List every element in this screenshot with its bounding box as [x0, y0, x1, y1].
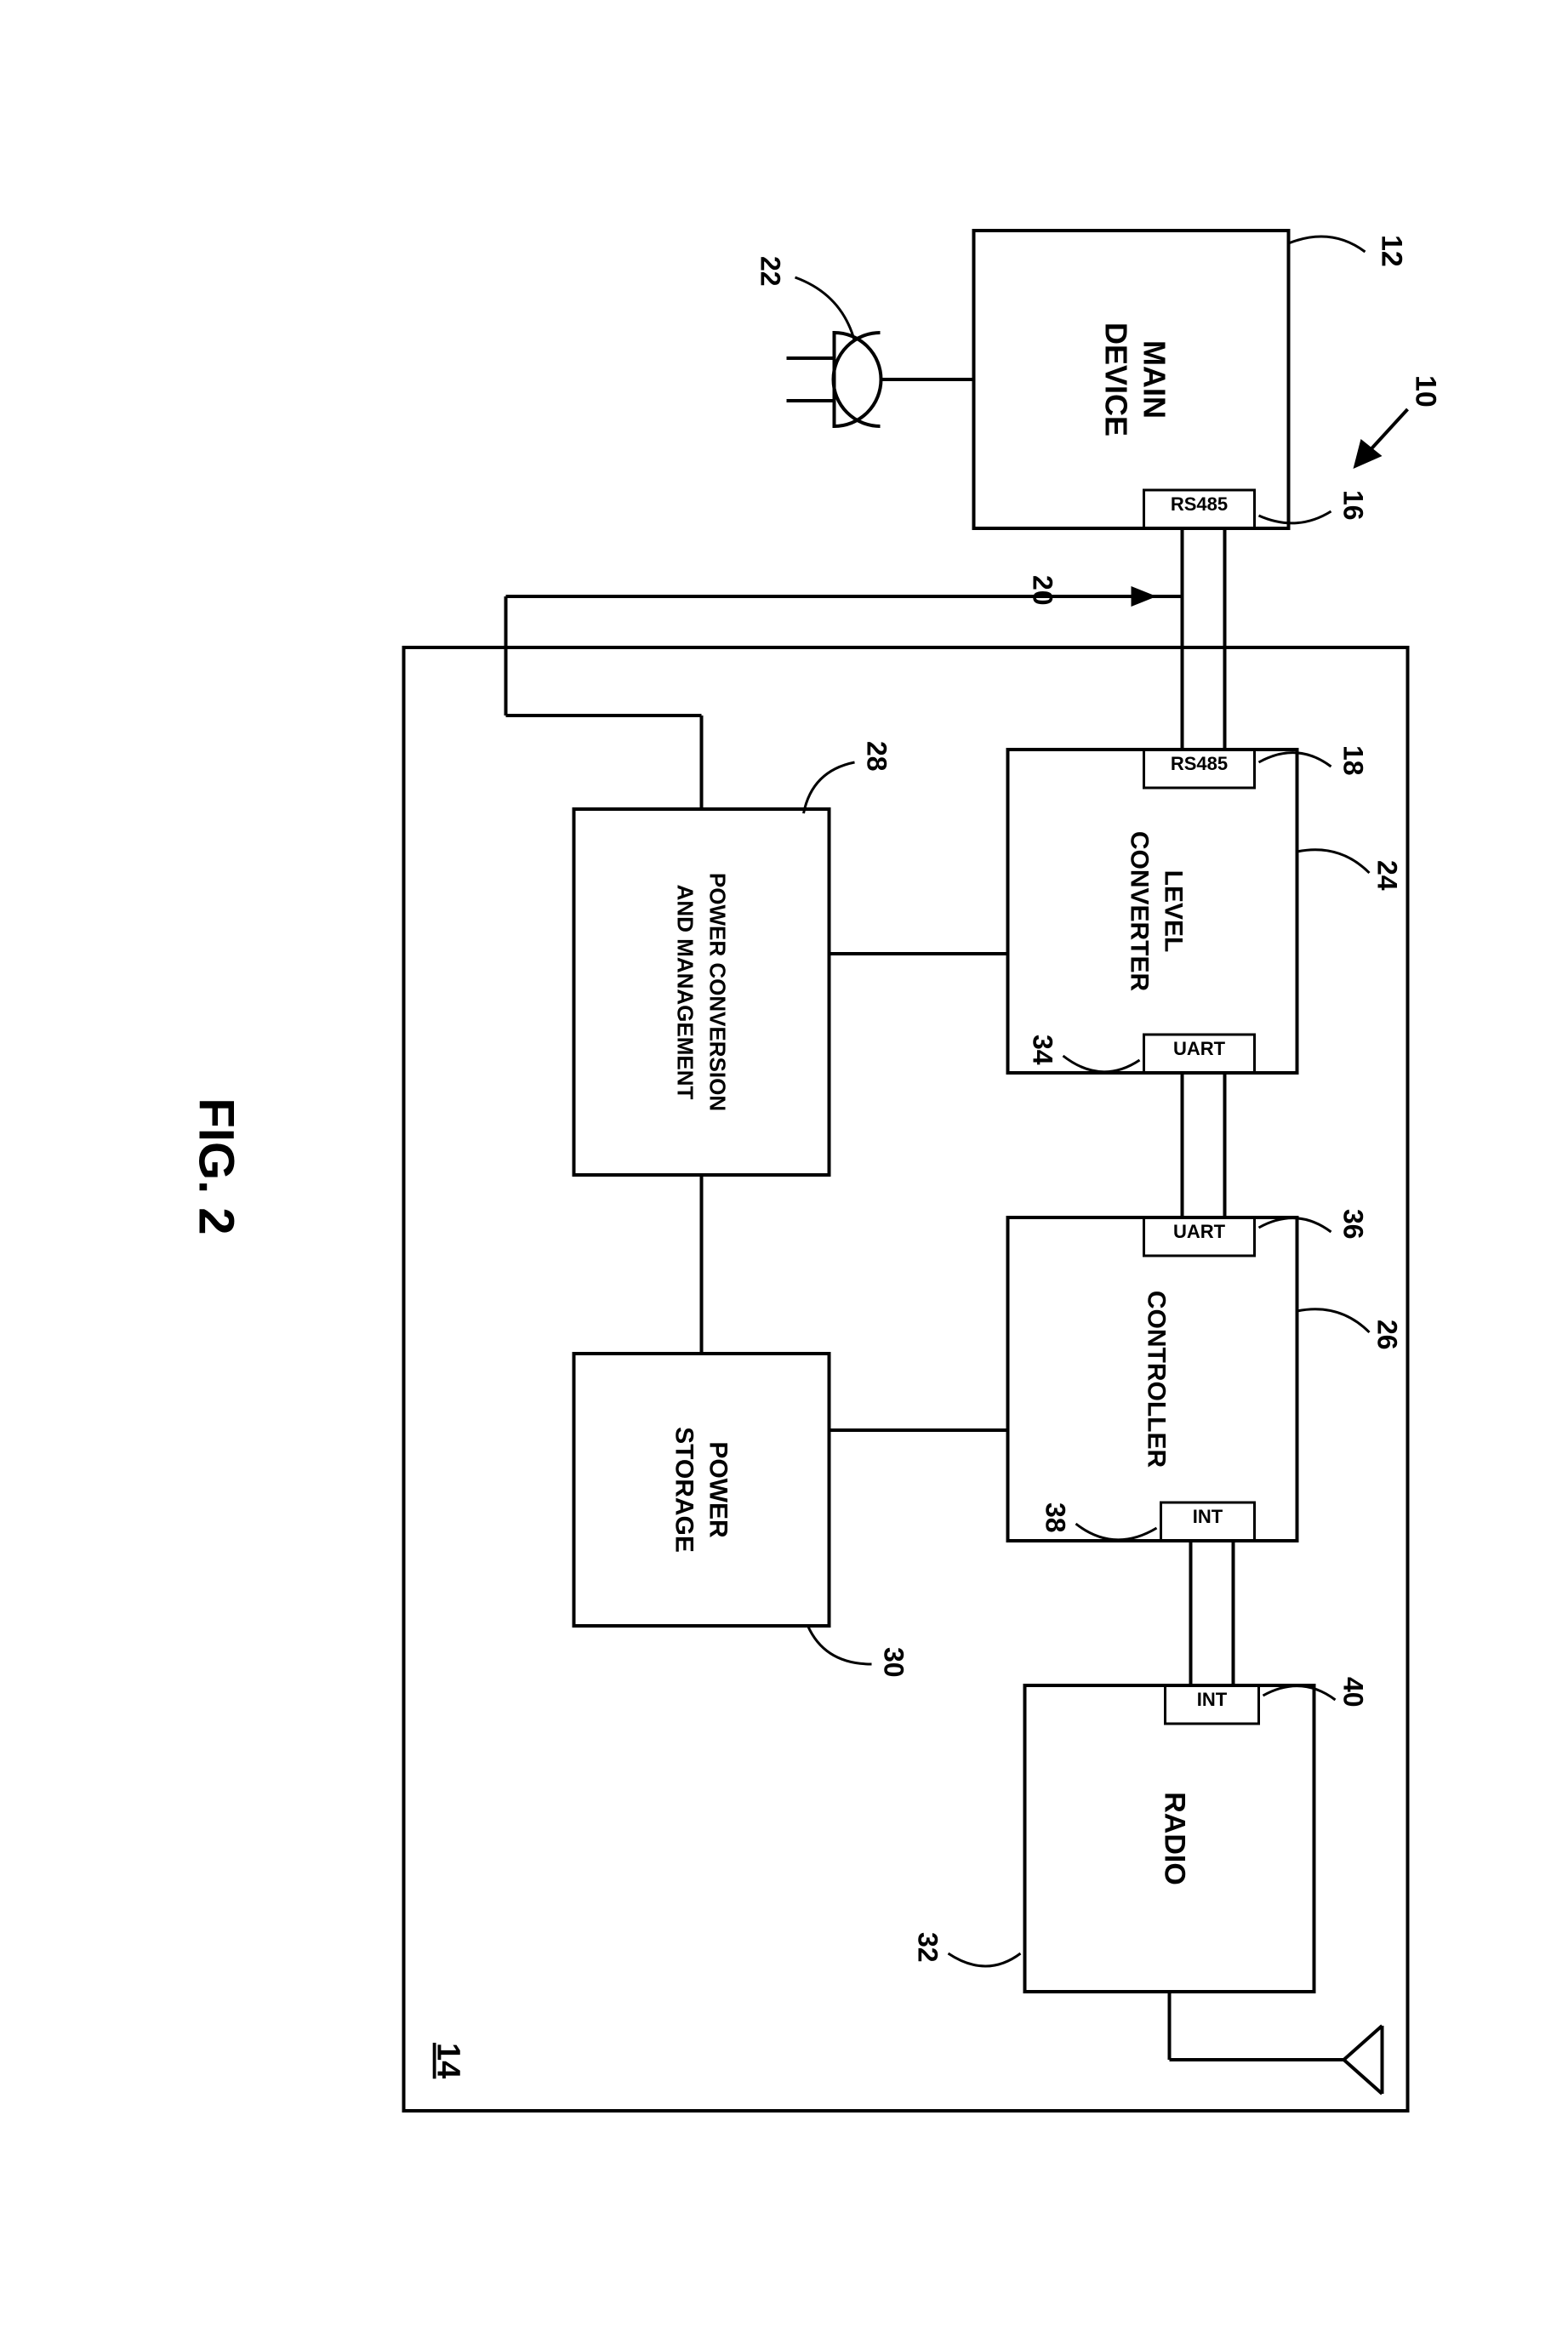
controller-label: CONTROLLER [1142, 1290, 1170, 1468]
lead-22 [795, 277, 854, 341]
ref-28: 28 [861, 741, 892, 772]
power-conv-label-1: POWER CONVERSION [704, 872, 730, 1110]
lead-34 [1063, 1056, 1139, 1072]
figure-caption: FIG. 2 [188, 1098, 243, 1234]
power-conv-label-2: AND MANAGEMENT [672, 884, 698, 1099]
ref-16: 16 [1337, 490, 1368, 521]
enclosure-ref: 14 [430, 2043, 465, 2078]
main-device-label-1: MAIN [1137, 340, 1172, 419]
level-converter-port-right-label: UART [1172, 1038, 1225, 1059]
controller-port-left-label: UART [1172, 1221, 1225, 1242]
power-storage-label-1: POWER [704, 1441, 732, 1538]
lead-30 [807, 1626, 871, 1664]
ref-36: 36 [1337, 1209, 1368, 1240]
level-converter-port-left-label: RS485 [1170, 753, 1227, 774]
radio-port-left-label: INT [1196, 1689, 1227, 1710]
lead-26 [1297, 1309, 1369, 1331]
lead-40 [1263, 1685, 1335, 1699]
lead-12 [1288, 237, 1365, 252]
bus-ctrl-to-radio [1190, 1541, 1233, 1685]
main-device-label-2: DEVICE [1098, 322, 1133, 436]
lead-18 [1258, 752, 1331, 766]
controller-port-right-label: INT [1192, 1506, 1223, 1527]
lead-32 [948, 1953, 1020, 1966]
ref-38: 38 [1040, 1502, 1070, 1533]
ref-10: 10 [1409, 375, 1441, 408]
power-storage-label-2: STORAGE [670, 1427, 698, 1553]
radio: RADIO INT [1024, 1685, 1314, 1992]
ref-12: 12 [1375, 235, 1407, 267]
ref-40: 40 [1337, 1677, 1368, 1708]
ref-20: 20 [1027, 575, 1058, 606]
lead-16 [1258, 511, 1331, 523]
ref-22: 22 [755, 256, 785, 287]
power-storage: POWER STORAGE [573, 1354, 829, 1626]
lead-24 [1297, 849, 1369, 872]
bus-lc-to-ctrl [1182, 1073, 1224, 1217]
ref-32: 32 [912, 1932, 943, 1963]
radio-label: RADIO [1158, 1792, 1190, 1885]
ref-30: 30 [878, 1647, 909, 1678]
level-converter-label-1: LEVEL [1159, 870, 1187, 952]
enclosure-frame [403, 647, 1407, 2111]
bus-main-to-level [1182, 528, 1224, 750]
power-conversion: POWER CONVERSION AND MANAGEMENT [573, 809, 829, 1175]
arrow-10 [1353, 409, 1407, 469]
lead-38 [1075, 1524, 1156, 1540]
ref-26: 26 [1371, 1320, 1402, 1350]
ref-34: 34 [1027, 1035, 1058, 1065]
plug-icon [786, 333, 973, 426]
level-converter-label-2: CONVERTER [1125, 830, 1153, 991]
lead-36 [1258, 1217, 1331, 1231]
ref-24: 24 [1371, 860, 1402, 891]
main-device: MAIN DEVICE RS485 [973, 231, 1288, 528]
level-converter: LEVEL CONVERTER RS485 UART [1007, 750, 1297, 1073]
ref-18: 18 [1337, 745, 1368, 776]
controller: CONTROLLER UART INT [1007, 1217, 1297, 1541]
lead-28 [803, 762, 854, 813]
antenna-icon [1169, 1992, 1382, 2094]
main-device-port-label: RS485 [1170, 493, 1227, 515]
